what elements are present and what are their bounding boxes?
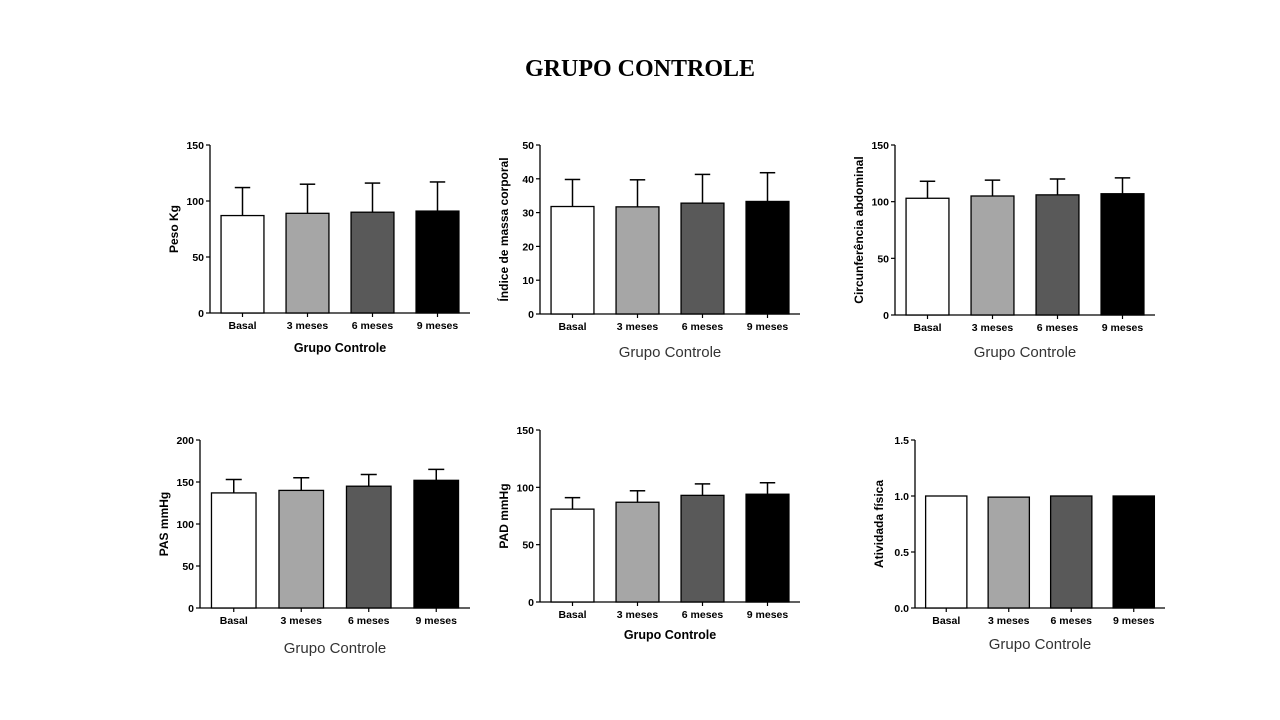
x-axis-label: Grupo Controle (989, 636, 1092, 653)
bar-6-meses (1035, 194, 1080, 316)
bar-basal (924, 495, 968, 609)
y-axis-label: PAD mmHg (497, 483, 511, 548)
x-tick-label: 3 meses (617, 609, 659, 621)
bar-basal (905, 197, 950, 316)
bar-9-meses (745, 200, 790, 315)
bar-6-meses (345, 485, 392, 609)
y-tick-label: 30 (522, 208, 534, 220)
x-tick-label: Basal (913, 322, 941, 334)
bar-9-meses (415, 210, 460, 314)
bar-basal (220, 214, 265, 314)
y-tick-label: 50 (522, 540, 534, 552)
x-tick-label: Basal (558, 609, 586, 621)
bar-9-meses (1100, 193, 1145, 316)
y-axis-label: Peso Kg (167, 205, 181, 253)
y-tick-label: 150 (516, 425, 534, 437)
y-tick-label: 1.5 (894, 435, 909, 447)
y-tick-label: 50 (522, 140, 534, 152)
y-tick-label: 0 (528, 597, 534, 609)
y-tick-label: 0 (198, 308, 204, 320)
y-axis-label: Circunferência abdominal (852, 156, 866, 303)
x-tick-label: Basal (558, 321, 586, 333)
chart-imc: 0 10 20 30 40 50 Basal 3 meses 6 meses 9 meses Gru… (496, 140, 800, 361)
y-tick-label: 100 (176, 519, 194, 531)
x-tick-label: 6 meses (352, 320, 394, 332)
bar-basal (550, 508, 595, 603)
x-axis-label: Grupo Controle (619, 344, 722, 361)
y-tick-label: 0.5 (894, 547, 909, 559)
y-tick-label: 0 (188, 603, 194, 615)
y-tick-label: 10 (522, 275, 534, 287)
bar-3-meses (970, 195, 1015, 316)
bar-9-meses (1112, 495, 1156, 609)
x-axis-label: Grupo Controle (294, 341, 386, 355)
y-tick-label: 150 (186, 140, 204, 152)
y-axis-label: Índice de massa corporal (496, 157, 511, 301)
chart-pas: 0 50 100 150 200 Basal 3 meses 6 meses 9 meses Gr… (157, 435, 470, 657)
x-tick-label: 9 meses (747, 609, 789, 621)
y-tick-label: 0 (528, 309, 534, 321)
x-tick-label: Basal (228, 320, 256, 332)
y-tick-label: 20 (522, 241, 534, 253)
x-axis-label: Grupo Controle (284, 640, 387, 657)
x-tick-label: 6 meses (1037, 322, 1079, 334)
bar-6-meses (350, 211, 395, 314)
bar-3-meses (615, 206, 660, 315)
y-tick-label: 40 (522, 174, 534, 186)
y-tick-label: 100 (186, 196, 204, 208)
x-tick-label: 3 meses (988, 615, 1030, 627)
y-tick-label: 0.0 (894, 603, 909, 615)
x-tick-label: 6 meses (348, 615, 390, 627)
bar-3-meses (615, 501, 660, 603)
x-tick-label: 3 meses (617, 321, 659, 333)
x-tick-label: 9 meses (416, 615, 458, 627)
x-tick-label: 9 meses (747, 321, 789, 333)
y-axis-label: Atividada física (872, 480, 886, 568)
x-axis-label: Grupo Controle (974, 344, 1077, 361)
bar-3-meses (278, 489, 325, 609)
bar-6-meses (680, 202, 725, 315)
x-tick-label: 3 meses (287, 320, 329, 332)
chart-pad: 0 50 100 150 Basal 3 meses 6 meses 9 meses Grupo… (497, 425, 800, 642)
bar-3-meses (285, 212, 330, 314)
x-tick-label: Basal (932, 615, 960, 627)
y-tick-label: 50 (877, 253, 889, 265)
y-tick-label: 1.0 (894, 491, 909, 503)
bar-basal (210, 492, 257, 609)
x-axis-label: Grupo Controle (624, 628, 716, 642)
x-tick-label: 3 meses (972, 322, 1014, 334)
y-tick-label: 200 (176, 435, 194, 447)
chart-peso: 0 50 100 150 Basal 3 meses 6 meses 9 meses Grupo… (167, 140, 470, 355)
x-tick-label: 9 meses (417, 320, 459, 332)
y-axis-label: PAS mmHg (157, 492, 171, 556)
x-tick-label: 9 meses (1113, 615, 1155, 627)
y-tick-label: 50 (182, 561, 194, 573)
x-tick-label: 6 meses (1051, 615, 1093, 627)
y-tick-label: 100 (871, 197, 889, 209)
x-tick-label: 3 meses (281, 615, 323, 627)
bar-6-meses (680, 494, 725, 603)
chart-atividade: 0.0 0.5 1.0 1.5 Basal 3 meses 6 meses 9 meses Gr… (872, 435, 1165, 653)
y-tick-label: 0 (883, 310, 889, 322)
y-tick-label: 100 (516, 482, 534, 494)
y-tick-label: 150 (176, 477, 194, 489)
bar-basal (550, 205, 595, 315)
y-tick-label: 150 (871, 140, 889, 152)
x-tick-label: 6 meses (682, 609, 724, 621)
bar-9-meses (745, 493, 790, 603)
x-tick-label: 9 meses (1102, 322, 1144, 334)
bar-3-meses (987, 496, 1031, 609)
chart-circunferencia: 0 50 100 150 Basal 3 meses 6 meses 9 meses Grupo… (852, 140, 1155, 361)
y-tick-label: 50 (192, 252, 204, 264)
page-title: GRUPO CONTROLE (524, 56, 755, 82)
bar-6-meses (1049, 495, 1093, 609)
bar-9-meses (413, 479, 460, 609)
x-tick-label: 6 meses (682, 321, 724, 333)
x-tick-label: Basal (220, 615, 248, 627)
